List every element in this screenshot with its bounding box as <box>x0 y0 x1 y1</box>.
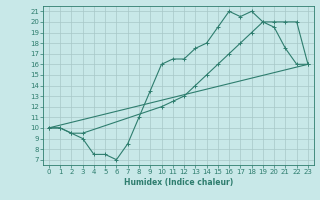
X-axis label: Humidex (Indice chaleur): Humidex (Indice chaleur) <box>124 178 233 187</box>
